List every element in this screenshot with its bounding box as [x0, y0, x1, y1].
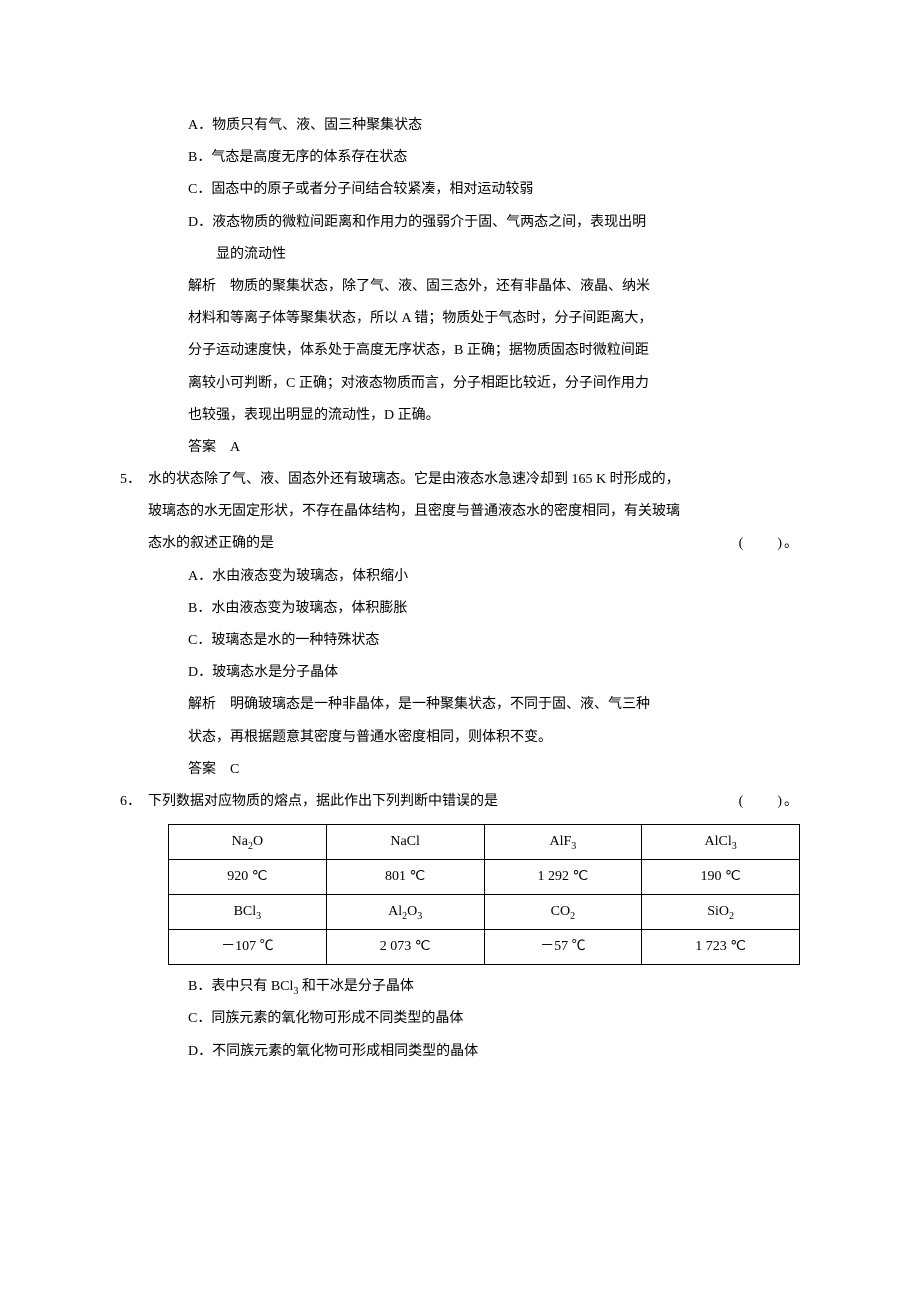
q4-explain-4: 离较小可判断，C 正确；对液态物质而言，分子相距比较近，分子间作用力: [188, 368, 800, 400]
table-cell: 1 292 ℃: [484, 860, 642, 895]
q6-option-b: B．表中只有 BCl3 和干冰是分子晶体: [188, 971, 800, 1003]
q4-explain-5: 也较强，表现出明显的流动性，D 正确。: [188, 400, 800, 432]
table-cell: AlCl3: [642, 825, 800, 860]
table-cell: －107 ℃: [169, 930, 327, 965]
q4-option-d-line1: D．液态物质的微粒间距离和作用力的强弱介于固、气两态之间，表现出明: [188, 207, 800, 239]
q4-option-c: C．固态中的原子或者分子间结合较紧凑，相对运动较弱: [188, 174, 800, 206]
q4-explain-1: 解析 物质的聚集状态，除了气、液、固三态外，还有非晶体、液晶、纳米: [188, 271, 800, 303]
table-cell: Al2O3: [326, 895, 484, 930]
table-row: Na2ONaClAlF3AlCl3: [169, 825, 800, 860]
table-cell: 2 073 ℃: [326, 930, 484, 965]
q5-answer: 答案 C: [188, 754, 800, 786]
page: A．物质只有气、液、固三种聚集状态 B．气态是高度无序的体系存在状态 C．固态中…: [0, 0, 920, 1302]
q5-option-a: A．水由液态变为玻璃态，体积缩小: [188, 561, 800, 593]
q4-option-a: A．物质只有气、液、固三种聚集状态: [188, 110, 800, 142]
table-cell: 920 ℃: [169, 860, 327, 895]
q6-stem: 6． 下列数据对应物质的熔点，据此作出下列判断中错误的是 ( )。: [120, 786, 800, 818]
table-row: 920 ℃801 ℃1 292 ℃190 ℃: [169, 860, 800, 895]
table-cell: BCl3: [169, 895, 327, 930]
table-row: BCl3Al2O3CO2SiO2: [169, 895, 800, 930]
q4-explain-3: 分子运动速度快，体系处于高度无序状态，B 正确；据物质固态时微粒间距: [188, 335, 800, 367]
q4-answer: 答案 A: [188, 432, 800, 464]
table-cell: Na2O: [169, 825, 327, 860]
table-cell: 1 723 ℃: [642, 930, 800, 965]
q5-stem-text-3: 态水的叙述正确的是: [148, 528, 739, 560]
q5-stem-line3: 态水的叙述正确的是 ( )。: [120, 528, 800, 560]
q6-stem-text: 下列数据对应物质的熔点，据此作出下列判断中错误的是: [148, 786, 739, 818]
table-cell: －57 ℃: [484, 930, 642, 965]
q5-option-c: C．玻璃态是水的一种特殊状态: [188, 625, 800, 657]
q6-paren: ( )。: [739, 786, 800, 818]
table-cell: CO2: [484, 895, 642, 930]
q5-option-d: D．玻璃态水是分子晶体: [188, 657, 800, 689]
q5-explain-1: 解析 明确玻璃态是一种非晶体，是一种聚集状态，不同于固、液、气三种: [188, 689, 800, 721]
table-cell: 801 ℃: [326, 860, 484, 895]
q6-data-table: Na2ONaClAlF3AlCl3920 ℃801 ℃1 292 ℃190 ℃B…: [168, 824, 800, 965]
q5-option-b: B．水由液态变为玻璃态，体积膨胀: [188, 593, 800, 625]
table-cell: AlF3: [484, 825, 642, 860]
q5-stem-line2: 玻璃态的水无固定形状，不存在晶体结构，且密度与普通液态水的密度相同，有关玻璃: [120, 496, 800, 528]
q4-explain-2: 材料和等离子体等聚集状态，所以 A 错；物质处于气态时，分子间距离大，: [188, 303, 800, 335]
table-cell: 190 ℃: [642, 860, 800, 895]
q6-option-c: C．同族元素的氧化物可形成不同类型的晶体: [188, 1003, 800, 1035]
q5-explain-2: 状态，再根据题意其密度与普通水密度相同，则体积不变。: [188, 722, 800, 754]
q5-stem-text-1: 水的状态除了气、液、固态外还有玻璃态。它是由液态水急速冷却到 165 K 时形成…: [148, 464, 800, 496]
q6-table-body: Na2ONaClAlF3AlCl3920 ℃801 ℃1 292 ℃190 ℃B…: [169, 825, 800, 965]
q5-stem-text-2: 玻璃态的水无固定形状，不存在晶体结构，且密度与普通液态水的密度相同，有关玻璃: [148, 496, 800, 528]
q4-option-b: B．气态是高度无序的体系存在状态: [188, 142, 800, 174]
table-cell: SiO2: [642, 895, 800, 930]
q4-option-d-line2: 显的流动性: [216, 239, 800, 271]
q5-number: 5．: [120, 464, 148, 496]
q6-number: 6．: [120, 786, 148, 818]
q6-option-d: D．不同族元素的氧化物可形成相同类型的晶体: [188, 1036, 800, 1068]
table-cell: NaCl: [326, 825, 484, 860]
q5-stem-line1: 5． 水的状态除了气、液、固态外还有玻璃态。它是由液态水急速冷却到 165 K …: [120, 464, 800, 496]
table-row: －107 ℃2 073 ℃－57 ℃1 723 ℃: [169, 930, 800, 965]
q5-paren: ( )。: [739, 528, 800, 560]
